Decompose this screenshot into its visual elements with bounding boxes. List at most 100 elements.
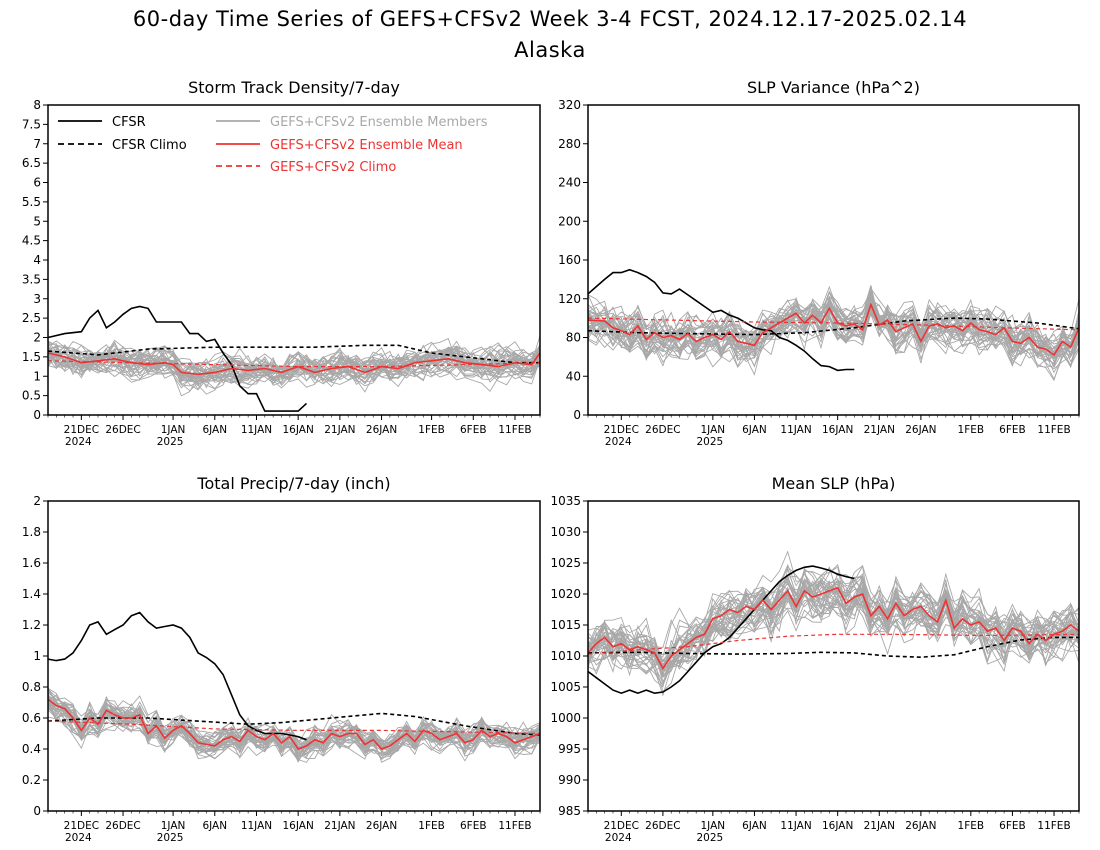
x-tick-label: 26DEC — [645, 424, 680, 436]
x-tick-label: 21DEC — [604, 820, 639, 832]
x-tick-label: 16JAN — [822, 424, 853, 436]
ensemble-member-line — [47, 704, 541, 756]
ensemble-member-line — [47, 347, 541, 395]
y-tick-label: 2.5 — [22, 311, 41, 325]
legend-ens-mean-label: GEFS+CFSv2 Ensemble Mean — [270, 138, 463, 153]
x-tick-label: 11JAN — [241, 424, 272, 436]
ensemble-member-line — [47, 340, 541, 383]
x-tick-label: 11JAN — [780, 820, 811, 832]
x-tick-year: 2025 — [157, 832, 184, 844]
x-tick-label: 21DEC — [64, 820, 99, 832]
x-tick-year: 2025 — [157, 436, 184, 448]
ensemble-mean-line — [47, 698, 541, 750]
x-tick-label: 1FEB — [418, 424, 445, 436]
panel-title: SLP Variance (hPa^2) — [747, 78, 920, 97]
x-tick-year: 2024 — [605, 436, 632, 448]
y-tick-label: 7 — [33, 137, 41, 151]
ensemble-member-line — [47, 693, 541, 758]
x-tick-label: 11JAN — [241, 820, 272, 832]
ensemble-member-line — [587, 584, 1080, 661]
ensemble-member-line — [587, 295, 1080, 360]
x-tick-label: 26JAN — [905, 424, 936, 436]
y-tick-label: 2 — [33, 494, 41, 508]
y-tick-label: 1.8 — [22, 525, 41, 539]
x-tick-label: 26DEC — [105, 820, 140, 832]
y-tick-label: 5 — [33, 214, 41, 228]
y-tick-label: 6.5 — [22, 156, 41, 170]
y-tick-label: 0 — [33, 804, 41, 818]
y-tick-label: 8 — [33, 98, 41, 112]
y-tick-label: 1 — [33, 649, 41, 663]
x-tick-label: 6JAN — [202, 424, 227, 436]
y-tick-label: 1.4 — [22, 587, 41, 601]
legend-cfsr-climo-label: CFSR Climo — [112, 138, 187, 153]
y-tick-label: 320 — [558, 98, 581, 112]
x-tick-year: 2024 — [65, 832, 92, 844]
x-tick-label: 1JAN — [701, 424, 726, 436]
ensemble-member-line — [47, 698, 541, 760]
y-tick-label: 990 — [558, 773, 581, 787]
gefs-climo-line — [587, 317, 1080, 331]
ensemble-member-line — [587, 287, 1080, 360]
y-tick-label: 2 — [33, 331, 41, 345]
cfsr-climo-line — [47, 712, 541, 736]
ensemble-member-line — [47, 344, 541, 386]
y-tick-label: 280 — [558, 137, 581, 151]
cfsr-line — [587, 565, 855, 695]
cfsr-line — [587, 268, 855, 372]
y-tick-label: 1005 — [550, 680, 581, 694]
y-tick-label: 985 — [558, 804, 581, 818]
x-tick-label: 1JAN — [161, 820, 186, 832]
x-tick-label: 26DEC — [105, 424, 140, 436]
x-tick-year: 2024 — [605, 832, 632, 844]
ensemble-member-line — [47, 351, 541, 389]
region-title: Alaska — [514, 38, 586, 62]
cfsr-line — [47, 611, 307, 741]
y-tick-label: 0.2 — [22, 773, 41, 787]
cfsr-climo-line — [587, 636, 1079, 659]
y-tick-label: 0.6 — [22, 711, 41, 725]
ensemble-mean-line — [587, 586, 1080, 670]
ensemble-member-line — [587, 285, 1080, 368]
y-tick-label: 5.5 — [22, 195, 41, 209]
x-tick-label: 11FEB — [498, 424, 531, 436]
x-tick-label: 1JAN — [701, 820, 726, 832]
cfsr-climo-line — [587, 317, 1080, 336]
panel-title: Storm Track Density/7-day — [188, 78, 400, 97]
x-tick-label: 1JAN — [161, 424, 186, 436]
y-tick-label: 1020 — [550, 587, 581, 601]
panel-title: Mean SLP (hPa) — [772, 474, 896, 493]
legend-members-label: GEFS+CFSv2 Ensemble Members — [270, 115, 488, 130]
y-tick-label: 200 — [558, 214, 581, 228]
y-tick-label: 995 — [558, 742, 581, 756]
y-tick-label: 0.4 — [22, 742, 41, 756]
x-tick-label: 26JAN — [905, 820, 936, 832]
x-tick-label: 21JAN — [324, 424, 355, 436]
x-tick-label: 6FEB — [460, 820, 487, 832]
y-tick-label: 1.5 — [22, 350, 41, 364]
y-tick-label: 0.8 — [22, 680, 41, 694]
legend-cfsr-label: CFSR — [112, 115, 146, 130]
ensemble-member-line — [47, 347, 541, 383]
y-tick-label: 1000 — [550, 711, 581, 725]
y-tick-label: 40 — [566, 369, 581, 383]
gefs-climo-line — [47, 360, 541, 368]
y-tick-label: 0 — [33, 408, 41, 422]
x-tick-label: 1FEB — [418, 820, 445, 832]
ensemble-member-line — [587, 576, 1080, 670]
cfsr-climo-line — [47, 344, 540, 364]
y-tick-label: 1035 — [550, 494, 581, 508]
x-tick-label: 11FEB — [1037, 424, 1070, 436]
x-tick-label: 16JAN — [283, 820, 314, 832]
y-tick-label: 1025 — [550, 556, 581, 570]
y-tick-label: 1030 — [550, 525, 581, 539]
y-tick-label: 1.2 — [22, 618, 41, 632]
y-tick-label: 1010 — [550, 649, 581, 663]
ensemble-mean-line — [587, 302, 1080, 357]
x-tick-label: 6FEB — [999, 424, 1026, 436]
y-tick-label: 3.5 — [22, 272, 41, 286]
x-tick-label: 6FEB — [999, 820, 1026, 832]
x-tick-label: 16JAN — [822, 820, 853, 832]
x-tick-label: 21JAN — [324, 820, 355, 832]
